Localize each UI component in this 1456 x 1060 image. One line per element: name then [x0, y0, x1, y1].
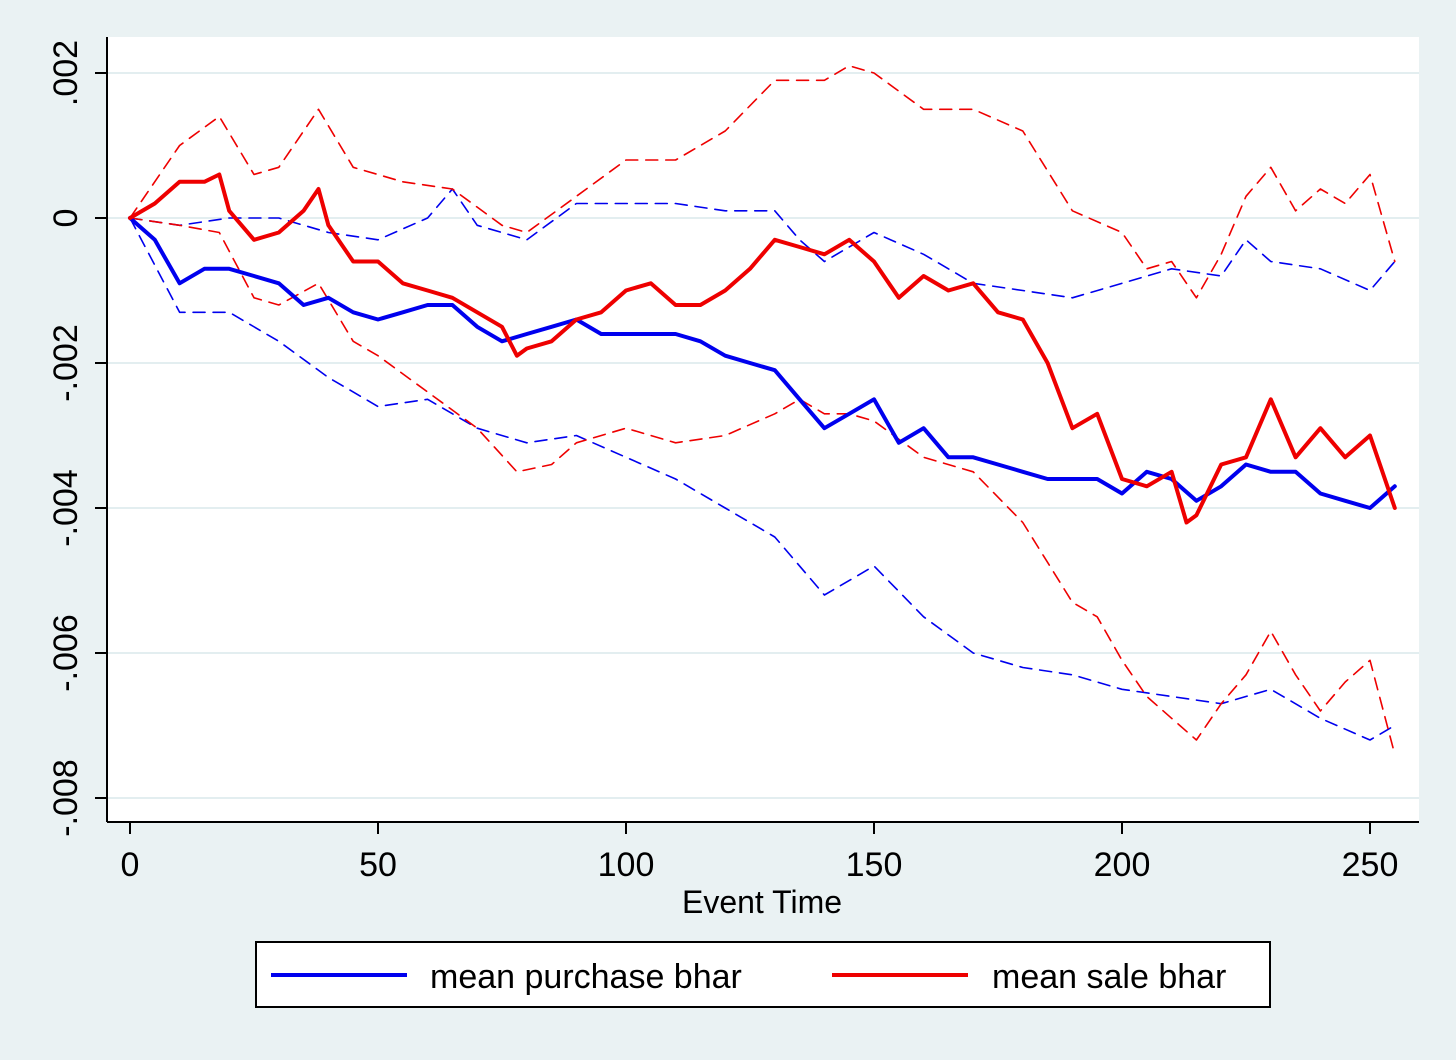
series-purchase-upper-band [129, 188, 1396, 299]
plot-area [107, 37, 1419, 822]
series-lines [128, 65, 1397, 756]
y-tick-label-2: -.002 [47, 324, 85, 402]
y-tick-label-5: -.008 [47, 759, 85, 837]
x-tick-label-5: 250 [1342, 846, 1399, 884]
series-mean-sale-bhar [128, 172, 1397, 525]
series-sale-upper-band [129, 65, 1396, 299]
x-tick-label-1: 50 [359, 846, 397, 884]
x-tick-label-2: 100 [598, 846, 655, 884]
y-tick-label-1: 0 [47, 209, 85, 228]
legend-label-purchase: mean purchase bhar [430, 958, 742, 996]
y-tick-label-3: -.004 [47, 469, 85, 547]
legend-box [255, 941, 1271, 1008]
legend: mean purchase bhar mean sale bhar [255, 941, 1271, 1008]
x-tick-label-0: 0 [121, 846, 140, 884]
x-axis-title: Event Time [682, 884, 842, 920]
legend-label-sale: mean sale bhar [992, 958, 1226, 996]
x-tick-label-4: 200 [1094, 846, 1151, 884]
x-tick-label-3: 150 [846, 846, 903, 884]
y-tick-label-4: -.006 [47, 614, 85, 692]
series-sale-lower-band [129, 217, 1396, 756]
y-tick-label-0: .002 [47, 40, 85, 106]
series-mean-purchase-bhar [128, 216, 1397, 510]
axes: .002 0 -.002 -.004 -.006 -.008 0 50 100 150 200 250… [47, 37, 1419, 920]
series-purchase-lower-band [129, 217, 1396, 741]
